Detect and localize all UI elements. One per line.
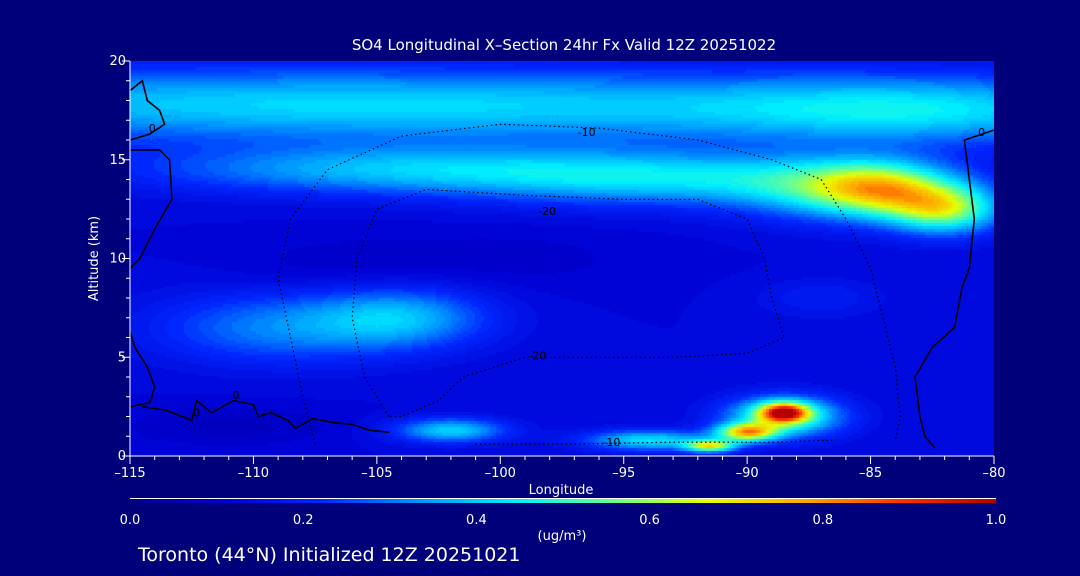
x-axis-label: Longitude [529,483,594,498]
y-axis-label: Altitude (km) [87,216,102,301]
chart-title: SO4 Longitudinal X–Section 24hr Fx Valid… [352,36,776,54]
y-tick-label: 20 [109,54,126,69]
x-tick-label: –115 [114,466,145,481]
footer-text: Toronto (44°N) Initialized 12Z 20251021 [137,544,521,566]
colorbar-tick-label: 0.4 [466,513,487,528]
contour-label-4: 0 [978,126,985,139]
contour-line-4 [142,399,390,434]
colorbar-top-line [130,498,996,499]
contour-label-1: 0 [149,122,156,135]
y-tick-label: 10 [109,252,126,267]
colorbar-tick-label: 0.6 [639,513,660,528]
x-tick-label: –90 [736,466,759,481]
x-tick-label: –80 [982,466,1005,481]
x-tick-label: –100 [485,466,516,481]
colorbar-unit-label: (ug/m³) [538,529,587,544]
y-tick-label: 15 [109,153,126,168]
contour-line-6 [277,123,901,445]
contour-label-8: -10 [602,436,620,449]
contour-line-5 [914,129,995,449]
y-tick-label: 0 [118,449,126,464]
x-tick-label: –85 [859,466,882,481]
concentration-field [130,61,994,456]
temperature-contours: 0 0 0 0 -10 -20 -20 -10 [129,79,995,449]
colorbar-tick-label: 0.0 [120,513,141,528]
y-tick-label: 5 [118,350,126,365]
contour-label-7: -20 [528,349,546,362]
colorbar-tick-label: 0.8 [812,513,833,528]
y-ticks: 0 5 10 15 20 [109,54,130,464]
contour-line-3 [129,331,156,408]
contour-label-6: -20 [538,205,556,218]
contour-label-2: 0 [193,407,200,420]
x-tick-label: –110 [238,466,269,481]
x-tick-label: –105 [361,466,392,481]
colorbar-tick-label: 0.2 [293,513,314,528]
x-ticks: –115 –110 –105 –100 –95 –90 –85 –80 [114,456,1006,481]
contour-label-3: 0 [233,389,240,402]
colorbar-tick-label: 1.0 [986,513,1007,528]
x-tick-label: –95 [612,466,635,481]
contour-line-1 [129,79,166,141]
colorbar [130,499,996,503]
contour-label-5: -10 [578,126,596,139]
contour-line-2 [129,149,173,269]
colorbar-ticks: 0.0 0.2 0.4 0.6 0.8 1.0 [120,513,1007,528]
